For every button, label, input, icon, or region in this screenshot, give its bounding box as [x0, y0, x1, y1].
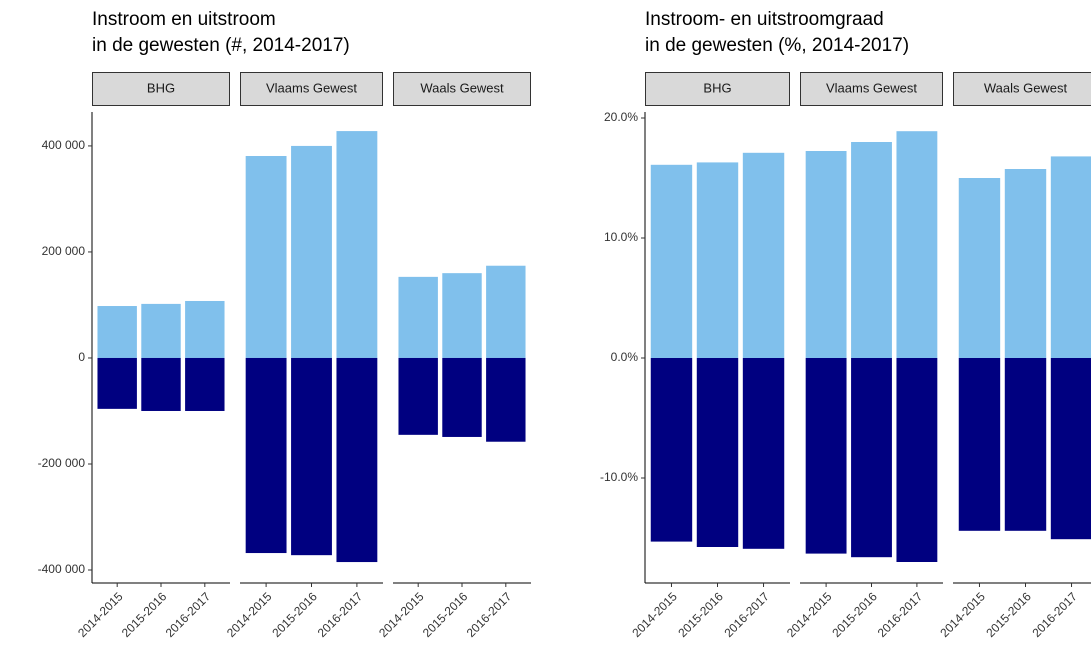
x-tick-label: 2016-2017 [875, 589, 926, 640]
y-tick-label: 400 000 [42, 138, 86, 152]
bar [805, 151, 847, 358]
x-tick-label: 2014-2015 [629, 589, 680, 640]
y-tick-label: 10.0% [604, 230, 638, 244]
bar [486, 357, 526, 442]
bar [398, 357, 438, 435]
bar [336, 357, 378, 563]
bar [742, 358, 785, 549]
x-tick-label: 2016-2017 [1029, 589, 1080, 640]
bar [742, 152, 785, 358]
strip-text: Vlaams Gewest [266, 80, 357, 95]
bar [1050, 358, 1091, 540]
bar [1004, 169, 1047, 358]
bar [97, 306, 137, 358]
chart-title: in de gewesten (%, 2014-2017) [645, 35, 909, 56]
chart-title: Instroom- en uitstroomgraad [645, 9, 884, 30]
bar [336, 131, 378, 358]
x-tick-label: 2016-2017 [163, 589, 214, 640]
strip [953, 72, 1091, 106]
x-tick-label: 2016-2017 [464, 589, 515, 640]
bar [291, 357, 332, 556]
y-tick-label: 20.0% [604, 110, 638, 124]
bar [650, 358, 693, 542]
y-tick-label: 0.0% [611, 350, 639, 364]
bar [442, 357, 482, 437]
x-tick-label: 2014-2015 [937, 589, 988, 640]
x-tick-label: 2015-2016 [829, 589, 880, 640]
x-tick-label: 2015-2016 [119, 589, 170, 640]
bar [141, 357, 181, 411]
bar [245, 357, 287, 554]
strip-text: Vlaams Gewest [826, 80, 917, 95]
bar [185, 357, 225, 411]
bar [896, 358, 938, 562]
bar [958, 358, 1001, 531]
x-tick-label: 2014-2015 [75, 589, 126, 640]
strip [645, 72, 790, 106]
x-tick-label: 2016-2017 [315, 589, 366, 640]
bar [851, 358, 892, 558]
chart-title: in de gewesten (#, 2014-2017) [92, 35, 350, 56]
bar [650, 164, 693, 358]
y-tick-label: -400 000 [38, 562, 86, 576]
bar [696, 358, 739, 547]
strip-text: BHG [147, 80, 175, 95]
strip-text: BHG [703, 80, 731, 95]
strip [800, 72, 943, 106]
bar [1050, 156, 1091, 358]
strip-text: Waals Gewest [420, 80, 504, 95]
strip [240, 72, 383, 106]
x-tick-label: 2015-2016 [269, 589, 320, 640]
x-tick-label: 2014-2015 [784, 589, 835, 640]
bar [1004, 358, 1047, 531]
y-tick-label: 0 [78, 350, 85, 364]
y-tick-label: -10.0% [600, 470, 638, 484]
bar [851, 142, 892, 358]
x-tick-label: 2014-2015 [376, 589, 427, 640]
bar [486, 265, 526, 358]
strip [393, 72, 531, 106]
x-tick-label: 2015-2016 [983, 589, 1034, 640]
bar [185, 300, 225, 358]
bar [291, 145, 332, 358]
x-tick-label: 2014-2015 [224, 589, 275, 640]
x-tick-label: 2015-2016 [675, 589, 726, 640]
bar [958, 178, 1001, 358]
bar [442, 273, 482, 358]
bar [805, 358, 847, 554]
y-tick-label: 200 000 [42, 244, 86, 258]
bar [398, 276, 438, 358]
strip-text: Waals Gewest [984, 80, 1068, 95]
y-tick-label: -200 000 [38, 456, 86, 470]
x-tick-label: 2016-2017 [721, 589, 772, 640]
bar [97, 357, 137, 409]
bar [896, 131, 938, 358]
bar [696, 162, 739, 358]
bar [141, 303, 181, 358]
bar [245, 155, 287, 358]
x-tick-label: 2015-2016 [420, 589, 471, 640]
strip [92, 72, 230, 106]
chart-title: Instroom en uitstroom [92, 9, 276, 30]
